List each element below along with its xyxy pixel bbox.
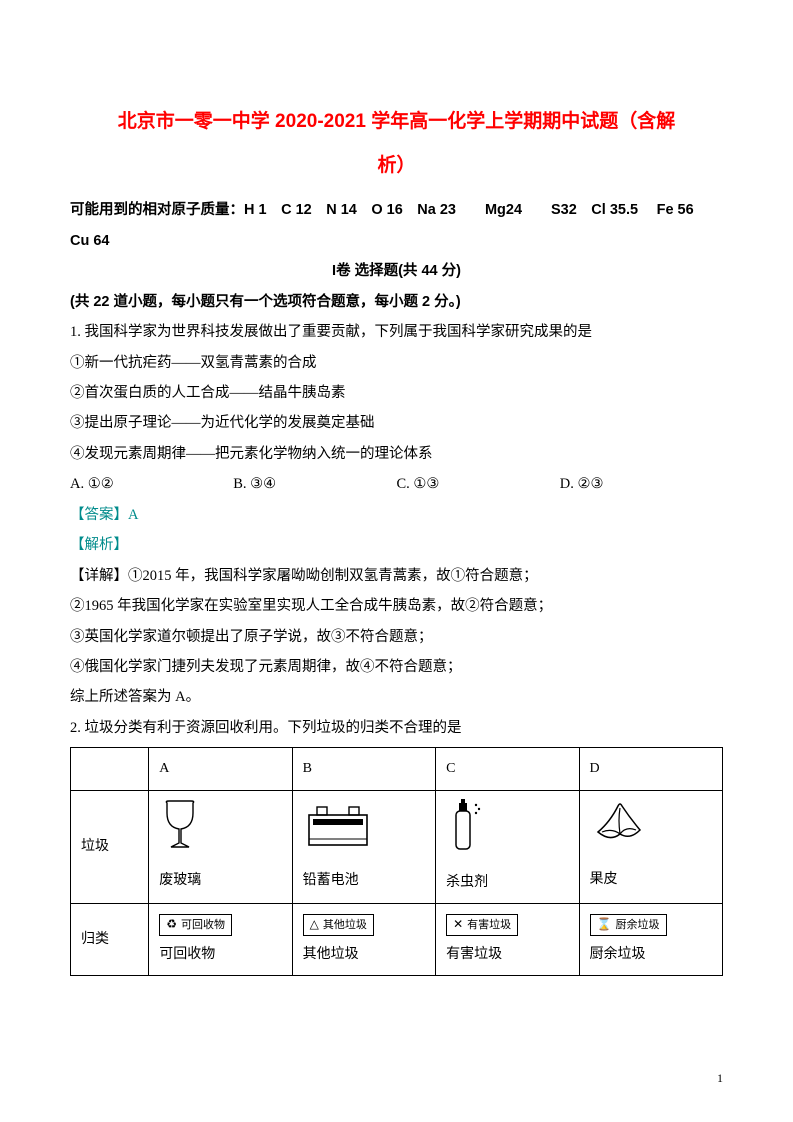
- kitchen-waste-tag: ⌛ 厨余垃圾: [590, 914, 667, 935]
- d-item-label: 果皮: [590, 872, 618, 887]
- cell-b-item: 铅蓄电池: [292, 790, 435, 904]
- q1-statement-3: ③提出原子理论——为近代化学的发展奠定基础: [70, 408, 723, 438]
- hazardous-tag: ✕ 有害垃圾: [446, 914, 518, 935]
- battery-icon: [303, 799, 425, 862]
- cell-a-item: 废玻璃: [149, 790, 292, 904]
- q1-detail-4: 综上所述答案为 A。: [70, 682, 723, 712]
- cell-b-category: △ 其他垃圾 其他垃圾: [292, 904, 435, 976]
- d-cat-tag-text: 厨余垃圾: [616, 919, 660, 931]
- recycle-icon: ♻: [166, 917, 177, 931]
- q1-detail-1: ②1965 年我国化学家在实验室里实现人工全合成牛胰岛素，故②符合题意；: [70, 591, 723, 621]
- q1-detail-2: ③英国化学家道尔顿提出了原子学说，故③不符合题意；: [70, 622, 723, 652]
- b-item-label: 铅蓄电池: [303, 873, 359, 888]
- table-cell-blank: [71, 748, 149, 790]
- q1-statement-1: ①新一代抗疟药——双氢青蒿素的合成: [70, 348, 723, 378]
- c-item-label: 杀虫剂: [446, 875, 488, 890]
- page-number: 1: [717, 1071, 723, 1086]
- table-row: 垃圾 废玻璃: [71, 790, 723, 904]
- exam-title: 北京市一零一中学 2020-2021 学年高一化学上学期期中试题（含解 析）: [70, 100, 723, 187]
- q1-detail-0: 【详解】①2015 年，我国科学家屠呦呦创制双氢青蒿素，故①符合题意；: [70, 561, 723, 591]
- glass-icon: [159, 799, 281, 862]
- title-line-2: 析）: [377, 155, 415, 176]
- cell-c-category: ✕ 有害垃圾 有害垃圾: [436, 904, 579, 976]
- q2-stem: 2. 垃圾分类有利于资源回收利用。下列垃圾的归类不合理的是: [70, 713, 723, 743]
- q1-statement-2: ②首次蛋白质的人工合成——结晶牛胰岛素: [70, 378, 723, 408]
- spray-icon: [446, 797, 568, 864]
- table-row: 归类 ♻ 可回收物 可回收物 △ 其他垃圾 其他垃圾 ✕ 有害垃圾 有害垃圾 ⌛ 厨余垃…: [71, 904, 723, 976]
- a-cat-tag-text: 可回收物: [181, 919, 225, 931]
- cross-icon: ✕: [453, 917, 463, 931]
- table-row: A B C D: [71, 748, 723, 790]
- title-line-1: 北京市一零一中学 2020-2021 学年高一化学上学期期中试题（含解: [118, 111, 675, 132]
- cell-c-item: 杀虫剂: [436, 790, 579, 904]
- q1-option-d: D. ②③: [560, 469, 723, 499]
- cell-d-category: ⌛ 厨余垃圾 厨余垃圾: [579, 904, 722, 976]
- atomic-masses: 可能用到的相对原子质量：H 1 C 12 N 14 O 16 Na 23 Mg2…: [70, 195, 723, 256]
- hourglass-icon: ⌛: [597, 917, 612, 931]
- q1-option-b: B. ③④: [233, 469, 396, 499]
- c-cat-label: 有害垃圾: [446, 947, 502, 962]
- q1-answer: 【答案】A: [70, 500, 723, 530]
- cell-d-item: 果皮: [579, 790, 722, 904]
- q1-stem: 1. 我国科学家为世界科技发展做出了重要贡献，下列属于我国科学家研究成果的是: [70, 317, 723, 347]
- a-cat-label: 可回收物: [159, 947, 215, 962]
- table-col-d: D: [579, 748, 722, 790]
- cell-a-category: ♻ 可回收物 可回收物: [149, 904, 292, 976]
- q1-option-a: A. ①②: [70, 469, 233, 499]
- row-label-category: 归类: [71, 904, 149, 976]
- table-col-a: A: [149, 748, 292, 790]
- table-col-b: B: [292, 748, 435, 790]
- d-cat-label: 厨余垃圾: [590, 947, 646, 962]
- q1-detail-3: ④俄国化学家门捷列夫发现了元素周期律，故④不符合题意；: [70, 652, 723, 682]
- q1-options: A. ①② B. ③④ C. ①③ D. ②③: [70, 469, 723, 499]
- b-cat-tag-text: 其他垃圾: [323, 919, 367, 931]
- row-label-trash: 垃圾: [71, 790, 149, 904]
- c-cat-tag-text: 有害垃圾: [467, 919, 511, 931]
- q1-option-c: C. ①③: [397, 469, 560, 499]
- q2-table: A B C D 垃圾 废玻璃: [70, 747, 723, 976]
- banana-peel-icon: [590, 800, 712, 861]
- b-cat-label: 其他垃圾: [303, 947, 359, 962]
- table-col-c: C: [436, 748, 579, 790]
- a-item-label: 废玻璃: [159, 873, 201, 888]
- q1-statement-4: ④发现元素周期律——把元素化学物纳入统一的理论体系: [70, 439, 723, 469]
- triangle-icon: △: [310, 917, 319, 931]
- q1-analysis-label: 【解析】: [70, 530, 723, 560]
- section-1-title: I卷 选择题(共 44 分): [70, 256, 723, 286]
- recyclable-tag: ♻ 可回收物: [159, 914, 232, 935]
- other-trash-tag: △ 其他垃圾: [303, 914, 374, 935]
- section-1-note: (共 22 道小题，每小题只有一个选项符合题意，每小题 2 分。): [70, 287, 723, 317]
